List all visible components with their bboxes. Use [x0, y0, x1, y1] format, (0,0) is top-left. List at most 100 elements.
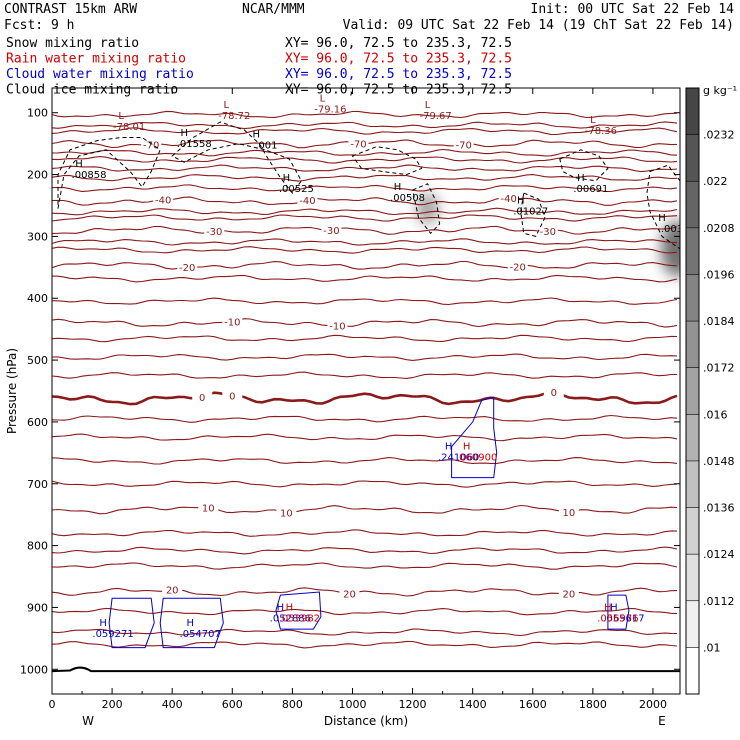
colorbar-cell: [686, 647, 699, 694]
cloud-ice-max-value: .01558: [177, 139, 212, 150]
isotherm-label: 0: [229, 392, 235, 403]
header-init: Init: 00 UTC Sat 22 Feb 14: [531, 2, 735, 17]
cloud-ice-max-marker: H: [658, 213, 666, 224]
isotherm-label-bg: [507, 260, 528, 272]
x-tick-label: 1200: [399, 698, 427, 711]
header-fcst: Fcst: 9 h: [4, 18, 74, 33]
isotherm: [52, 390, 678, 406]
isotherm-label: -40: [299, 196, 315, 207]
isotherm-label: -40: [155, 196, 171, 207]
colorbar-frame: [685, 87, 700, 695]
cloud-water-max-value: .054707: [180, 629, 221, 640]
colorbar-cell: [686, 274, 699, 322]
temp-low-value: -79.67: [419, 111, 451, 122]
field-name: Rain water mixing ratio: [6, 52, 186, 67]
colorbar-cell: [686, 367, 699, 415]
colorbar-label: .0208: [703, 222, 735, 235]
isotherm: [52, 196, 678, 206]
isotherm: [52, 607, 678, 616]
isotherm: [52, 246, 678, 254]
cloud-water-max-marker: H: [186, 618, 194, 629]
isotherm-label: -70: [143, 141, 159, 152]
isotherm-label: 20: [343, 589, 356, 600]
isotherm: [52, 414, 678, 423]
cloud-ice-max-value: .00691: [573, 184, 608, 195]
cloud-water-contour: [275, 591, 322, 630]
colorbar-cell: [686, 414, 699, 461]
x-tick-label: 2000: [639, 698, 667, 711]
x-tick-label: 1600: [519, 698, 547, 711]
rain-max-marker: H: [604, 603, 612, 614]
isotherm-label: 10: [562, 508, 575, 519]
y-axis-label: Pressure (hPa): [5, 348, 19, 434]
cloud-water-max-value: .055617: [603, 614, 644, 625]
isotherm: [52, 529, 678, 537]
isotherm-label-bg: [162, 583, 183, 595]
isotherm-label-bg: [498, 192, 519, 204]
rain-max-marker: H: [463, 442, 471, 453]
colorbar-label: .0232: [703, 129, 735, 142]
colorbar-unit: g kg⁻¹: [703, 84, 737, 97]
isotherm-label-bg: [558, 505, 579, 517]
isotherm: [52, 184, 678, 193]
colorbar-label: .0196: [703, 268, 735, 281]
isotherm: [52, 127, 678, 136]
isotherm-label: -20: [179, 263, 195, 274]
colorbar-cell: [686, 507, 699, 555]
temp-low-value: -79.16: [314, 105, 346, 116]
isotherm: [52, 238, 678, 246]
isotherm-label: 0: [199, 393, 205, 404]
cloud-ice-max-value: .00858: [72, 170, 107, 181]
rain-max-marker: H: [286, 603, 294, 614]
isotherm: [52, 353, 678, 361]
colorbar-label: .0184: [703, 315, 735, 328]
cloud-ice-contour: [171, 121, 302, 194]
temp-low-marker: L: [223, 100, 229, 111]
field-xy: XY= 96.0, 72.5 to 235.3, 72.5: [285, 36, 512, 51]
isotherm-label-bg: [192, 390, 213, 402]
isotherm: [52, 297, 678, 306]
colorbar-cell: [686, 227, 699, 275]
cloud-ice-contour: [520, 192, 546, 237]
isotherm-label-bg: [339, 587, 360, 599]
cloud-ice-max-value: .00525: [279, 184, 314, 195]
temp-low-marker: L: [320, 94, 326, 105]
isotherm-label-bg: [153, 193, 174, 205]
x-axis-label: Distance (km): [324, 714, 408, 728]
isotherm-label: -10: [329, 321, 345, 332]
isotherm: [52, 457, 678, 465]
temp-low-marker: L: [590, 115, 596, 126]
temp-low-value: -78.01: [113, 122, 145, 133]
colorbar-label: .0124: [703, 548, 735, 561]
cloud-ice-max-value: .01027: [513, 207, 548, 218]
field-xy: XY= 96.0, 72.5 to 235.3, 72.5: [285, 67, 512, 82]
colorbar-label: .0136: [703, 502, 735, 515]
isotherm-label-bg: [177, 260, 198, 272]
plot-frame: [51, 87, 681, 695]
colorbar-cell: [686, 321, 699, 368]
header-center: NCAR/MMM: [242, 2, 305, 17]
colorbar-label: .022: [703, 175, 728, 188]
isotherm-label: 20: [562, 589, 575, 600]
isotherm-label-bg: [222, 315, 243, 327]
isotherm-label: -70: [350, 140, 366, 151]
isotherm: [52, 225, 678, 235]
isotherm-label: -30: [206, 227, 222, 238]
isotherm: [52, 433, 678, 442]
isotherm-label-bg: [204, 225, 225, 237]
field-xy: XY= 96.0, 72.5 to 235.3, 72.5: [285, 52, 512, 67]
snow-shade: [416, 192, 439, 225]
isotherm: [52, 587, 678, 597]
isotherm: [52, 121, 678, 130]
isotherm: [52, 546, 678, 555]
x-tick-label: 0: [49, 698, 56, 711]
temp-low-marker: L: [118, 111, 124, 122]
isotherm-label: -30: [323, 226, 339, 237]
isotherm-label-bg: [558, 587, 579, 599]
isotherm-label-bg: [321, 223, 342, 235]
y-tick-label: 700: [27, 478, 48, 491]
colorbar-cell: [686, 181, 699, 228]
rain-max-value: .056976: [597, 614, 638, 625]
colorbar-label: .016: [703, 408, 728, 421]
west-endpoint: W: [82, 714, 94, 728]
